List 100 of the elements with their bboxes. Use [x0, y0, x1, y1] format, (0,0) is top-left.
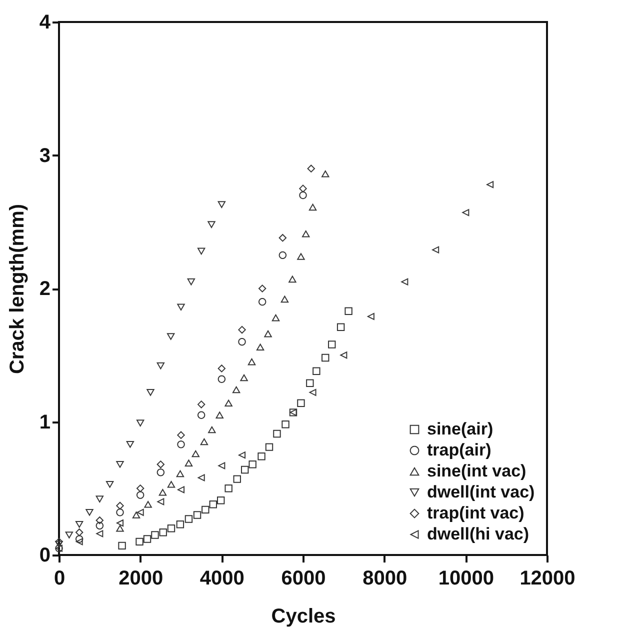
point: [136, 491, 144, 499]
point: [76, 538, 83, 546]
point: [116, 460, 124, 468]
point: [297, 399, 305, 407]
x-tick-label: 4000: [200, 568, 244, 590]
x-tick-label: 6000: [281, 568, 326, 590]
point: [136, 508, 144, 516]
point: [197, 248, 206, 255]
point: [146, 389, 154, 396]
point: [272, 314, 280, 322]
point: [224, 400, 232, 406]
point: [118, 542, 126, 550]
point: [309, 388, 316, 396]
point: [96, 516, 104, 524]
point: [278, 234, 287, 242]
point: [200, 438, 208, 446]
legend-label: sine(int vac): [427, 462, 526, 480]
point: [297, 253, 305, 260]
point: [344, 307, 352, 316]
point: [177, 486, 185, 494]
point: [96, 522, 104, 530]
point: [248, 460, 256, 468]
point: [273, 430, 281, 438]
point: [151, 531, 159, 539]
point: [401, 278, 408, 286]
point: [238, 326, 246, 334]
point: [264, 330, 272, 338]
point: [218, 201, 226, 208]
x-axis-title: Cycles: [271, 606, 336, 628]
point: [218, 375, 226, 383]
point: [176, 520, 184, 528]
point: [159, 528, 167, 536]
point: [167, 524, 176, 532]
point: [177, 440, 185, 448]
y-tick-label: 1: [39, 411, 50, 434]
point: [116, 524, 124, 532]
point: [258, 452, 266, 460]
point: [208, 221, 216, 228]
point: [208, 426, 216, 434]
point: [132, 512, 140, 518]
y-tick-label: 3: [39, 144, 50, 167]
point: [156, 468, 165, 476]
point: [75, 520, 84, 528]
point: [238, 452, 246, 459]
point: [177, 304, 185, 311]
point: [197, 411, 206, 419]
point: [307, 164, 315, 172]
x-tick-label: 10000: [438, 568, 494, 590]
point: [157, 498, 164, 506]
point: [96, 496, 104, 502]
point: [96, 530, 104, 538]
point: [192, 450, 200, 458]
point: [312, 367, 320, 375]
point: [216, 412, 224, 418]
x-tick-label: 2000: [118, 568, 164, 590]
point: [432, 246, 440, 254]
point: [233, 475, 241, 483]
point: [367, 312, 374, 320]
point: [202, 506, 210, 514]
point: [136, 538, 144, 546]
point: [322, 170, 330, 178]
x-tick-label: 8000: [362, 568, 408, 590]
point: [258, 298, 266, 306]
point: [224, 484, 232, 492]
point: [265, 443, 274, 451]
point: [278, 251, 287, 260]
point: [143, 535, 152, 543]
y-tick-label: 0: [39, 544, 50, 566]
point: [486, 181, 494, 188]
point: [75, 528, 84, 536]
point: [116, 508, 124, 516]
point: [144, 500, 152, 508]
point: [136, 484, 144, 492]
point: [248, 358, 256, 366]
point: [462, 209, 470, 216]
point: [258, 284, 266, 292]
point: [299, 184, 307, 192]
point: [116, 502, 124, 510]
point: [299, 191, 307, 200]
legend-label: trap(int vac): [427, 504, 524, 522]
point: [209, 500, 217, 508]
point: [55, 540, 63, 548]
point: [126, 440, 134, 448]
point: [218, 364, 226, 372]
point: [184, 460, 193, 466]
point: [197, 400, 206, 408]
point: [184, 515, 193, 523]
point: [167, 480, 176, 488]
point: [322, 354, 330, 362]
point: [65, 532, 74, 538]
legend-label: trap(air): [427, 440, 492, 460]
point: [156, 460, 165, 468]
y-axis-title: Crack length(mm): [6, 204, 28, 374]
point: [166, 333, 175, 340]
point: [156, 362, 165, 370]
point: [116, 520, 124, 527]
point: [218, 462, 226, 470]
legend-label: sine(air): [427, 420, 494, 438]
point: [193, 511, 202, 519]
y-tick-label: 2: [39, 278, 50, 300]
